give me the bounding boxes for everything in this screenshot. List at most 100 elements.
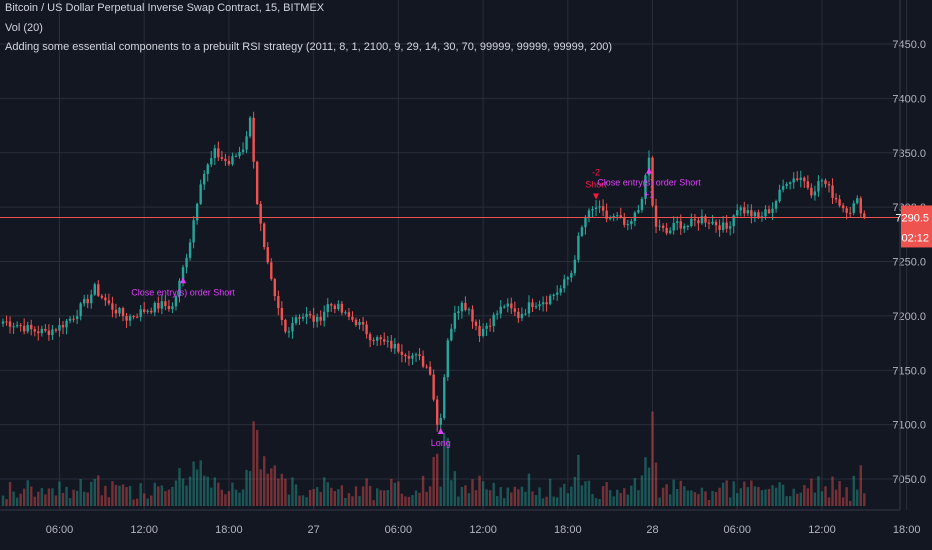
candle-body bbox=[700, 216, 704, 224]
volume-bar bbox=[319, 492, 322, 506]
candle-body bbox=[746, 210, 750, 214]
candle-body bbox=[824, 180, 827, 185]
candle-body bbox=[192, 220, 195, 243]
candle-body bbox=[47, 330, 51, 335]
candle-body bbox=[570, 273, 573, 278]
candle-body bbox=[637, 209, 640, 213]
candle-body bbox=[757, 212, 760, 218]
volume-bar bbox=[308, 489, 312, 506]
volume-bar bbox=[252, 421, 255, 506]
volume-bar bbox=[121, 484, 125, 506]
volume-bar bbox=[104, 485, 107, 506]
volume-bar bbox=[375, 488, 379, 506]
candle-body bbox=[340, 303, 344, 313]
candle-body bbox=[566, 277, 569, 280]
volume-bar bbox=[510, 492, 513, 506]
volume-bar bbox=[361, 486, 365, 506]
candle-body bbox=[5, 321, 8, 323]
strategy-indicator-label[interactable]: Adding some essential components to a pr… bbox=[5, 41, 613, 53]
candle-body bbox=[545, 302, 548, 305]
candle-body bbox=[135, 316, 139, 318]
volume-bar bbox=[471, 479, 474, 506]
volume-bar bbox=[718, 487, 721, 506]
volume-bar bbox=[721, 482, 725, 506]
candle-body bbox=[672, 222, 675, 231]
last-price-badge: 7290.5 02:12 bbox=[895, 205, 932, 248]
candle-body bbox=[12, 326, 15, 328]
candle-body bbox=[255, 161, 259, 204]
candle-body bbox=[153, 303, 156, 313]
candle-body bbox=[460, 302, 464, 312]
candle-body bbox=[365, 324, 368, 335]
candle-body bbox=[559, 288, 562, 293]
volume-bar bbox=[40, 488, 44, 506]
candle-body bbox=[280, 308, 284, 320]
price-tick-label: 7200.0 bbox=[892, 311, 926, 323]
volume-bar bbox=[767, 488, 771, 506]
volume-bar bbox=[82, 491, 86, 506]
candle-body bbox=[291, 323, 294, 332]
candle-body bbox=[739, 207, 742, 211]
candle-body bbox=[330, 304, 333, 306]
volume-bar bbox=[150, 495, 153, 506]
candle-body bbox=[270, 262, 273, 280]
candle-body bbox=[785, 183, 788, 187]
volume-bar bbox=[707, 500, 711, 506]
volume-bar bbox=[810, 478, 813, 506]
candle-body bbox=[640, 198, 644, 210]
candle-body bbox=[541, 302, 545, 305]
candle-body bbox=[231, 156, 234, 165]
volume-bar bbox=[630, 485, 633, 506]
volume-bar bbox=[354, 486, 358, 506]
candle-body bbox=[725, 222, 728, 229]
candle-body bbox=[248, 117, 252, 137]
candle-body bbox=[852, 203, 855, 213]
volume-bar bbox=[580, 485, 584, 506]
volume-bar bbox=[746, 487, 750, 506]
volume-bar bbox=[499, 487, 502, 506]
candle-body bbox=[548, 295, 552, 305]
candle-body bbox=[616, 215, 619, 217]
price-tick-label: 7050.0 bbox=[892, 474, 926, 486]
candle-body bbox=[227, 160, 231, 165]
price-axis[interactable]: 7450.07400.07350.07300.07250.07200.07150… bbox=[892, 39, 926, 486]
candle-body bbox=[93, 284, 96, 295]
volume-indicator-label[interactable]: Vol (20) bbox=[5, 22, 43, 34]
volume-bar bbox=[330, 487, 333, 506]
volume-bar bbox=[838, 481, 841, 506]
volume-bar bbox=[492, 482, 495, 506]
candle-body bbox=[118, 308, 121, 314]
volume-bar bbox=[291, 477, 294, 506]
volume-bar bbox=[736, 493, 739, 506]
candle-body bbox=[30, 324, 33, 330]
candle-body bbox=[97, 284, 100, 296]
volume-bar bbox=[778, 482, 781, 506]
volume-bar bbox=[344, 497, 347, 506]
volume-bar bbox=[697, 494, 700, 506]
volume-bar bbox=[90, 481, 93, 506]
candle-body bbox=[44, 328, 47, 331]
time-axis[interactable]: 06:00 12:00 18:00 27 06:00 12:00 18:00 28 06:00 1… bbox=[0, 0, 932, 536]
candle-body bbox=[386, 340, 389, 342]
volume-bar bbox=[831, 476, 834, 506]
volume-bar bbox=[852, 475, 855, 506]
candle-body bbox=[693, 218, 697, 221]
candle-body bbox=[856, 198, 859, 204]
candle-body bbox=[220, 157, 224, 159]
volume-bar bbox=[432, 456, 435, 506]
candle-body bbox=[485, 325, 488, 329]
volume-bar bbox=[199, 460, 202, 506]
volume-bar bbox=[506, 487, 509, 506]
candle-body bbox=[22, 325, 26, 332]
candle-body bbox=[241, 149, 245, 152]
candle-body bbox=[203, 173, 206, 185]
symbol-title[interactable]: Bitcoin / US Dollar Perpetual Inverse Sw… bbox=[5, 2, 325, 14]
candle-body bbox=[58, 325, 61, 331]
volume-bar bbox=[785, 496, 788, 506]
last-price-badge-bg bbox=[901, 205, 932, 248]
candle-body bbox=[520, 313, 524, 319]
candle-body bbox=[259, 203, 262, 224]
candle-body bbox=[527, 302, 531, 314]
volume-bar bbox=[672, 479, 675, 506]
